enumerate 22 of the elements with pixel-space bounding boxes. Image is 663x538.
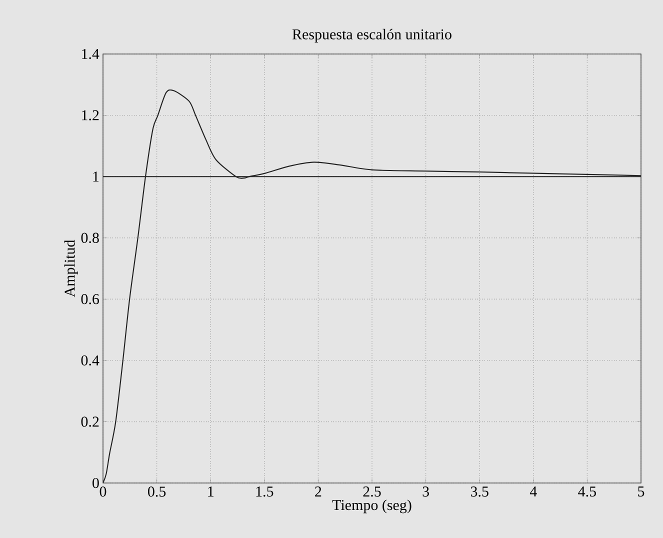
y-tick-label: 0.6 bbox=[81, 294, 100, 304]
x-tick-label: 1 bbox=[208, 486, 214, 496]
y-tick-label: 0.2 bbox=[81, 416, 99, 427]
x-tick-label: 3 bbox=[422, 486, 429, 497]
x-tick-label: 2 bbox=[315, 486, 322, 496]
y-tick-label: 1.2 bbox=[82, 110, 99, 120]
y-tick-label: 0.8 bbox=[81, 232, 99, 243]
x-tick-label: 3.5 bbox=[470, 486, 488, 497]
x-tick-label: 0.5 bbox=[148, 486, 166, 497]
chart-title: Respuesta escalón unitario bbox=[292, 28, 452, 42]
y-tick-label: 1 bbox=[93, 172, 99, 182]
y-tick-label: 0 bbox=[92, 478, 99, 488]
x-tick-label: 4.5 bbox=[578, 486, 596, 497]
x-tick-label: 2.5 bbox=[363, 486, 381, 497]
y-tick-label: 1.4 bbox=[82, 48, 100, 60]
x-tick-label: 5 bbox=[638, 486, 644, 497]
x-tick-label: 4 bbox=[530, 486, 537, 496]
x-axis-title: Tiempo (seg) bbox=[332, 500, 412, 514]
y-tick-label: 0.4 bbox=[81, 355, 100, 366]
y-axis-title: Amplitud bbox=[64, 240, 78, 298]
x-tick-label: 1.5 bbox=[256, 486, 274, 497]
x-tick-label: 0 bbox=[100, 486, 106, 497]
